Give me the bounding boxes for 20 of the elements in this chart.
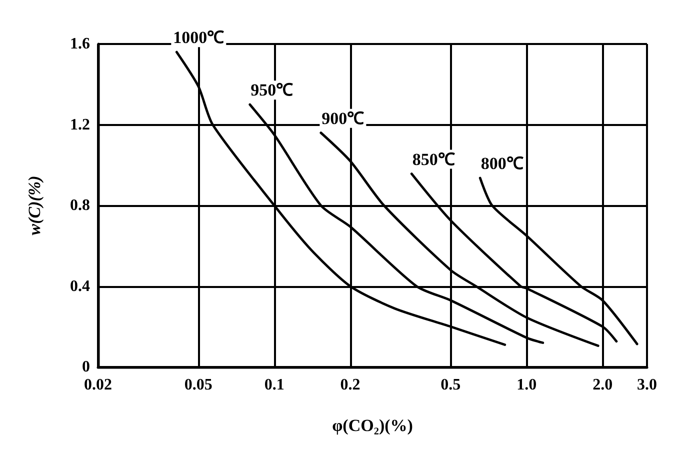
y-tick-label: 1.6 xyxy=(70,36,90,52)
y-tick-label: 0 xyxy=(82,358,90,376)
y-tick-label: 1.2 xyxy=(70,116,90,134)
series-label: 1000℃ xyxy=(173,28,224,48)
x-tick-label: 0.05 xyxy=(184,376,212,394)
y-tick-label: 0.8 xyxy=(70,197,90,214)
series-label: 900℃ xyxy=(322,108,364,128)
y-tick-label: 0.4 xyxy=(70,278,90,295)
series-label: 800℃ xyxy=(480,154,524,174)
series-label: 850℃ xyxy=(412,150,455,169)
x-tick-label: 0.1 xyxy=(264,376,284,394)
x-tick-label: 3.0 xyxy=(637,376,657,394)
x-tick-label: 1.0 xyxy=(516,376,537,394)
y-axis-title: w(C)(%) xyxy=(25,176,44,236)
x-tick-label: 2.0 xyxy=(592,376,613,394)
x-tick-label: 0.2 xyxy=(340,376,360,394)
x-axis-title: φ(CO₂)(%) xyxy=(332,416,413,435)
x-tick-label: 0.5 xyxy=(440,376,461,394)
x-tick-label: 0.02 xyxy=(84,376,112,394)
series-label: 950℃ xyxy=(250,80,294,100)
